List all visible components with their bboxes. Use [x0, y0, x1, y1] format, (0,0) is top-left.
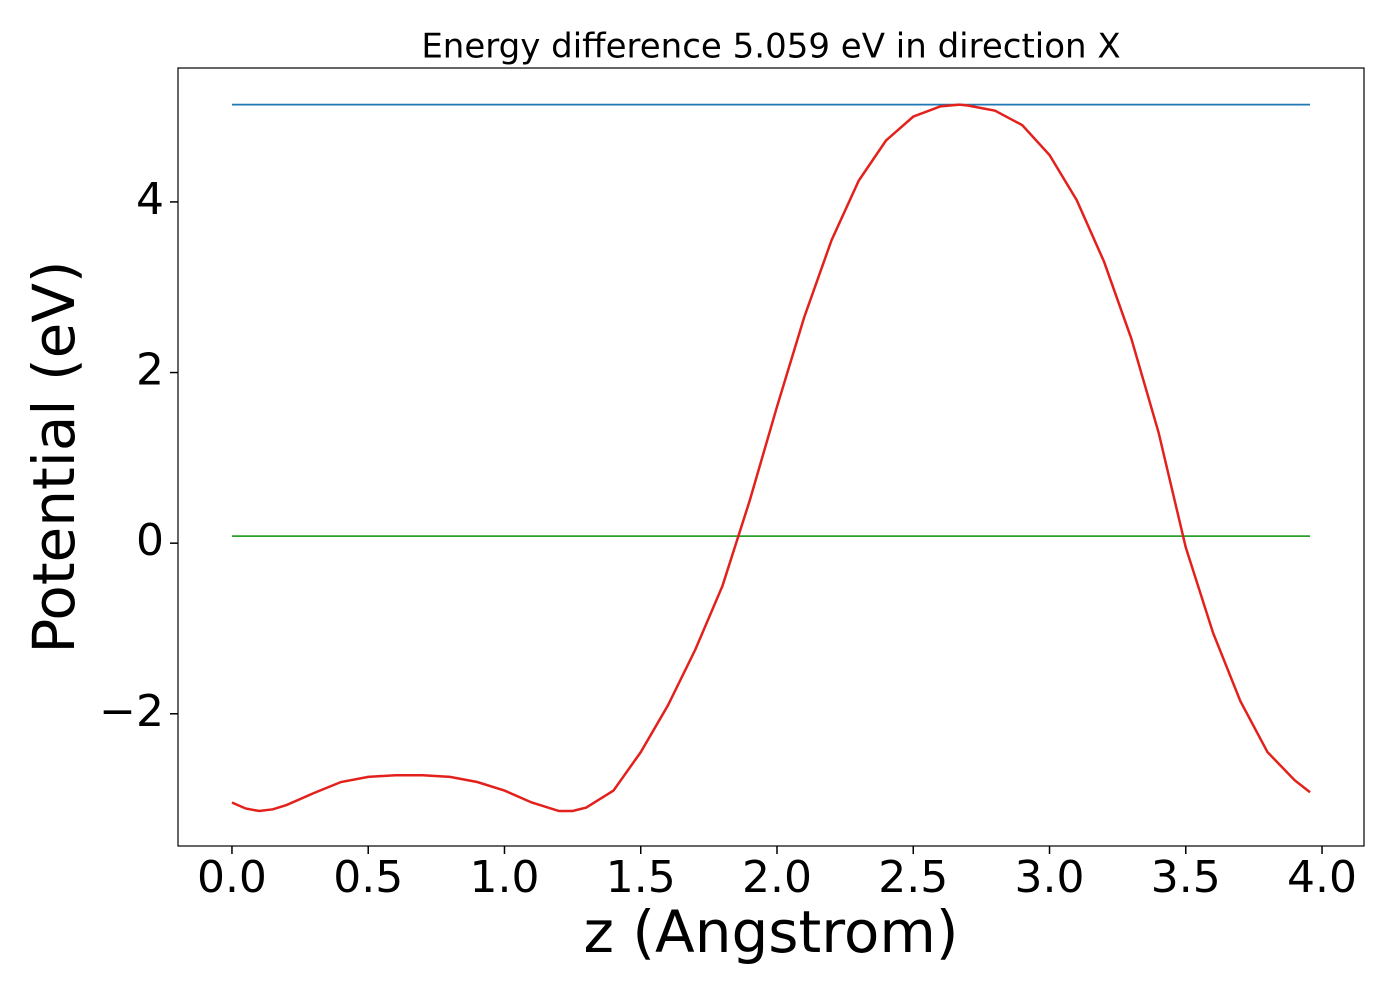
- plot-frame: [177, 67, 1365, 847]
- x-tick-label: 0.0: [197, 852, 267, 903]
- x-tick-label: 1.5: [606, 852, 676, 903]
- x-tick-label: 1.0: [469, 852, 539, 903]
- y-tick-label: −2: [99, 686, 164, 737]
- y-tick-label: 2: [136, 345, 164, 396]
- x-tick-label: 3.5: [1151, 852, 1221, 903]
- x-tick-label: 2.5: [878, 852, 948, 903]
- y-tick-label: 4: [136, 174, 164, 225]
- x-tick-label: 2.0: [742, 852, 812, 903]
- line: [231, 103, 1311, 813]
- y-axis-label: Potential (eV): [20, 260, 88, 653]
- x-tick-label: 3.0: [1015, 852, 1085, 903]
- y-tick-label: 0: [136, 515, 164, 566]
- x-tick-label: 4.0: [1287, 852, 1357, 903]
- x-tick-label: 0.5: [333, 852, 403, 903]
- chart-title: Energy difference 5.059 eV in direction …: [421, 27, 1120, 67]
- x-axis-label: z (Angstrom): [584, 898, 959, 966]
